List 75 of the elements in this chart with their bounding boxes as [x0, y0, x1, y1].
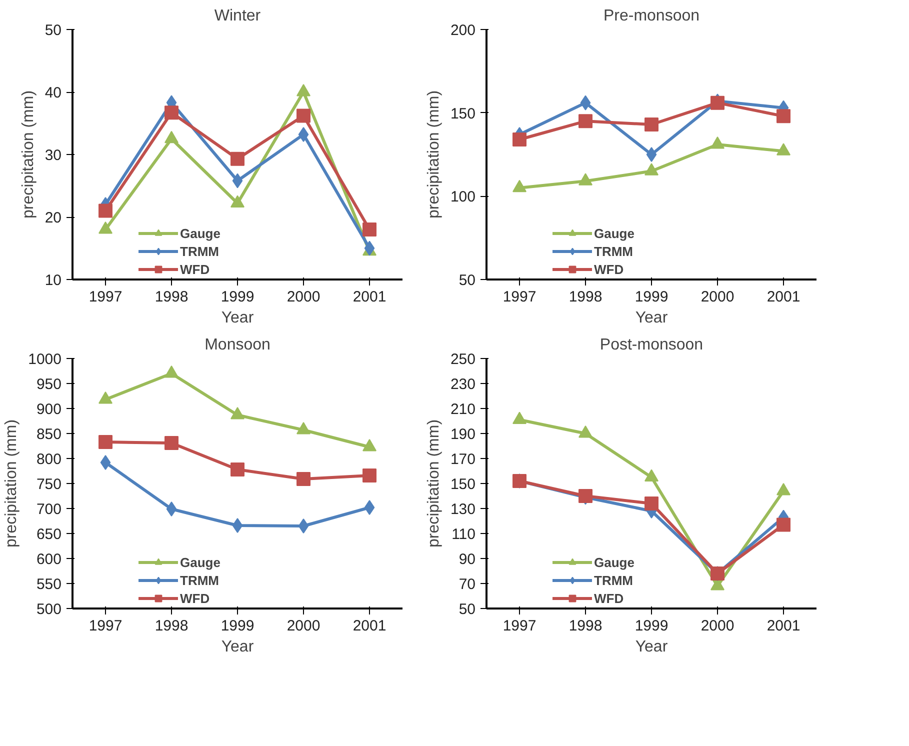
y-tick-label: 600: [36, 551, 62, 568]
x-axis-title: Year: [221, 638, 254, 656]
y-tick-label: 500: [36, 601, 62, 618]
x-tick-label: 1998: [154, 618, 188, 634]
legend-label: Gauge: [180, 226, 220, 240]
x-tick-label: 2001: [352, 288, 386, 306]
legend-label: Gauge: [180, 554, 220, 570]
chart-title: Winter: [214, 8, 262, 24]
x-tick-label: 2000: [286, 618, 320, 634]
y-tick-label: 190: [450, 426, 476, 443]
chart-title: Monsoon: [204, 336, 270, 354]
x-tick-label: 1999: [634, 618, 668, 634]
legend-label: Gauge: [594, 554, 634, 570]
x-tick-label: 1997: [88, 618, 122, 634]
x-tick-label: 1998: [154, 288, 188, 306]
y-tick-label: 200: [450, 22, 476, 39]
x-tick-label: 2000: [286, 288, 320, 306]
x-tick-label: 1997: [88, 288, 122, 306]
legend-label: TRMM: [594, 572, 633, 588]
legend-label: WFD: [180, 590, 210, 606]
y-tick-label: 50: [44, 22, 62, 39]
legend-label: Gauge: [594, 226, 634, 240]
y-tick-label: 100: [450, 188, 476, 206]
x-tick-label: 1998: [568, 618, 602, 634]
legend-label: WFD: [594, 262, 624, 276]
y-tick-label: 30: [44, 147, 62, 164]
y-axis-title: precipitation (mm): [425, 419, 442, 548]
chart-title: Pre-monsoon: [603, 8, 700, 24]
y-tick-label: 900: [36, 401, 62, 418]
x-axis-title: Year: [635, 310, 668, 326]
y-tick-label: 950: [36, 376, 62, 393]
y-tick-label: 750: [36, 476, 62, 493]
y-tick-label: 40: [44, 84, 62, 102]
y-tick-label: 170: [450, 451, 476, 468]
y-tick-label: 230: [450, 376, 476, 393]
y-axis-title: precipitation (mm): [20, 90, 37, 219]
legend-label: TRMM: [180, 244, 219, 258]
x-tick-label: 1998: [568, 288, 602, 306]
y-tick-label: 110: [452, 526, 476, 543]
y-tick-label: 850: [36, 426, 62, 443]
legend-label: TRMM: [594, 244, 633, 258]
x-tick-label: 2001: [766, 288, 800, 306]
y-tick-label: 50: [458, 601, 476, 618]
y-tick-label: 250: [450, 351, 476, 368]
y-tick-label: 550: [36, 576, 62, 593]
x-axis-title: Year: [221, 310, 254, 326]
x-tick-label: 2000: [700, 288, 734, 306]
x-axis-title: Year: [635, 638, 668, 656]
x-tick-label: 1997: [502, 288, 536, 306]
x-tick-label: 1999: [220, 618, 254, 634]
y-tick-label: 130: [450, 501, 476, 518]
y-tick-label: 800: [36, 451, 62, 468]
y-tick-label: 150: [450, 105, 476, 122]
y-tick-label: 1000: [28, 351, 62, 368]
x-tick-label: 2000: [700, 618, 734, 634]
y-tick-label: 700: [36, 501, 62, 518]
y-axis-title: precipitation (mm): [3, 419, 20, 548]
y-tick-label: 210: [450, 401, 476, 418]
legend-label: WFD: [594, 590, 624, 606]
x-tick-label: 1997: [502, 618, 536, 634]
y-tick-label: 650: [36, 526, 62, 543]
x-tick-label: 2001: [766, 618, 800, 634]
y-axis-title: precipitation (mm): [425, 90, 442, 219]
y-tick-label: 20: [44, 210, 62, 226]
y-tick-label: 50: [458, 272, 476, 289]
y-tick-label: 70: [458, 576, 476, 593]
x-tick-label: 2001: [352, 618, 386, 634]
y-tick-label: 150: [450, 476, 476, 493]
y-tick-label: 10: [44, 272, 62, 289]
legend-label: TRMM: [180, 572, 219, 588]
x-tick-label: 1999: [220, 288, 254, 306]
x-tick-label: 1999: [634, 288, 668, 306]
chart-title: Post-monsoon: [600, 336, 704, 354]
y-tick-label: 90: [458, 551, 476, 568]
legend-label: WFD: [180, 262, 210, 276]
